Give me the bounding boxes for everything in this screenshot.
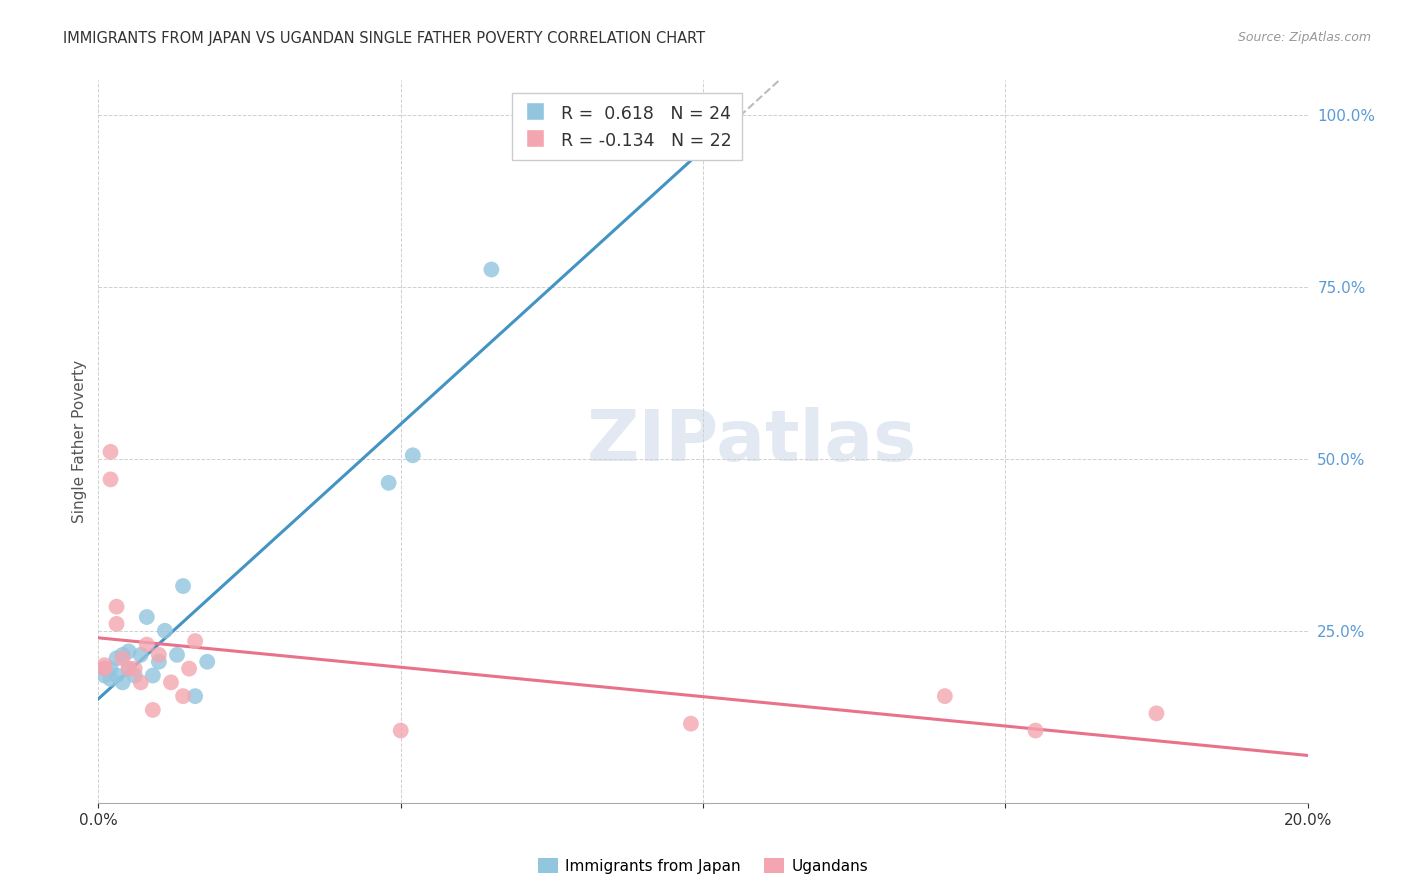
Point	[105, 651, 128, 665]
Point	[100, 672, 122, 686]
Point	[481, 262, 503, 277]
Point	[402, 448, 425, 462]
Point	[142, 668, 165, 682]
Point	[105, 599, 128, 614]
Point	[118, 662, 141, 676]
Text: ZIPatlas: ZIPatlas	[586, 407, 917, 476]
Point	[160, 675, 183, 690]
Point	[135, 610, 157, 624]
Point	[934, 689, 956, 703]
Point	[93, 662, 115, 676]
Point	[111, 675, 134, 690]
Point	[1024, 723, 1046, 738]
Point	[100, 472, 122, 486]
Point	[124, 662, 146, 676]
Point	[166, 648, 188, 662]
Point	[148, 648, 170, 662]
Point	[142, 703, 165, 717]
Point	[118, 662, 141, 676]
Point	[172, 689, 194, 703]
Point	[153, 624, 176, 638]
Point	[135, 638, 157, 652]
Point	[1144, 706, 1167, 721]
Legend: R =  0.618   N = 24, R = -0.134   N = 22: R = 0.618 N = 24, R = -0.134 N = 22	[512, 93, 742, 161]
Point	[184, 689, 207, 703]
Point	[389, 723, 412, 738]
Point	[105, 668, 128, 682]
Point	[179, 662, 201, 676]
Point	[100, 445, 122, 459]
Point	[105, 616, 128, 631]
Point	[111, 651, 134, 665]
Y-axis label: Single Father Poverty: Single Father Poverty	[72, 360, 87, 523]
Text: Source: ZipAtlas.com: Source: ZipAtlas.com	[1237, 31, 1371, 45]
Legend: Immigrants from Japan, Ugandans: Immigrants from Japan, Ugandans	[531, 852, 875, 880]
Point	[93, 662, 115, 676]
Point	[124, 668, 146, 682]
Point	[679, 716, 702, 731]
Point	[377, 475, 399, 490]
Point	[148, 655, 170, 669]
Point	[184, 634, 207, 648]
Point	[172, 579, 194, 593]
Point	[93, 658, 115, 673]
Point	[129, 648, 152, 662]
Point	[195, 655, 218, 669]
Point	[100, 662, 122, 676]
Point	[118, 644, 141, 658]
Point	[129, 675, 152, 690]
Point	[111, 648, 134, 662]
Point	[679, 135, 702, 149]
Point	[93, 668, 115, 682]
Text: IMMIGRANTS FROM JAPAN VS UGANDAN SINGLE FATHER POVERTY CORRELATION CHART: IMMIGRANTS FROM JAPAN VS UGANDAN SINGLE …	[63, 31, 706, 46]
